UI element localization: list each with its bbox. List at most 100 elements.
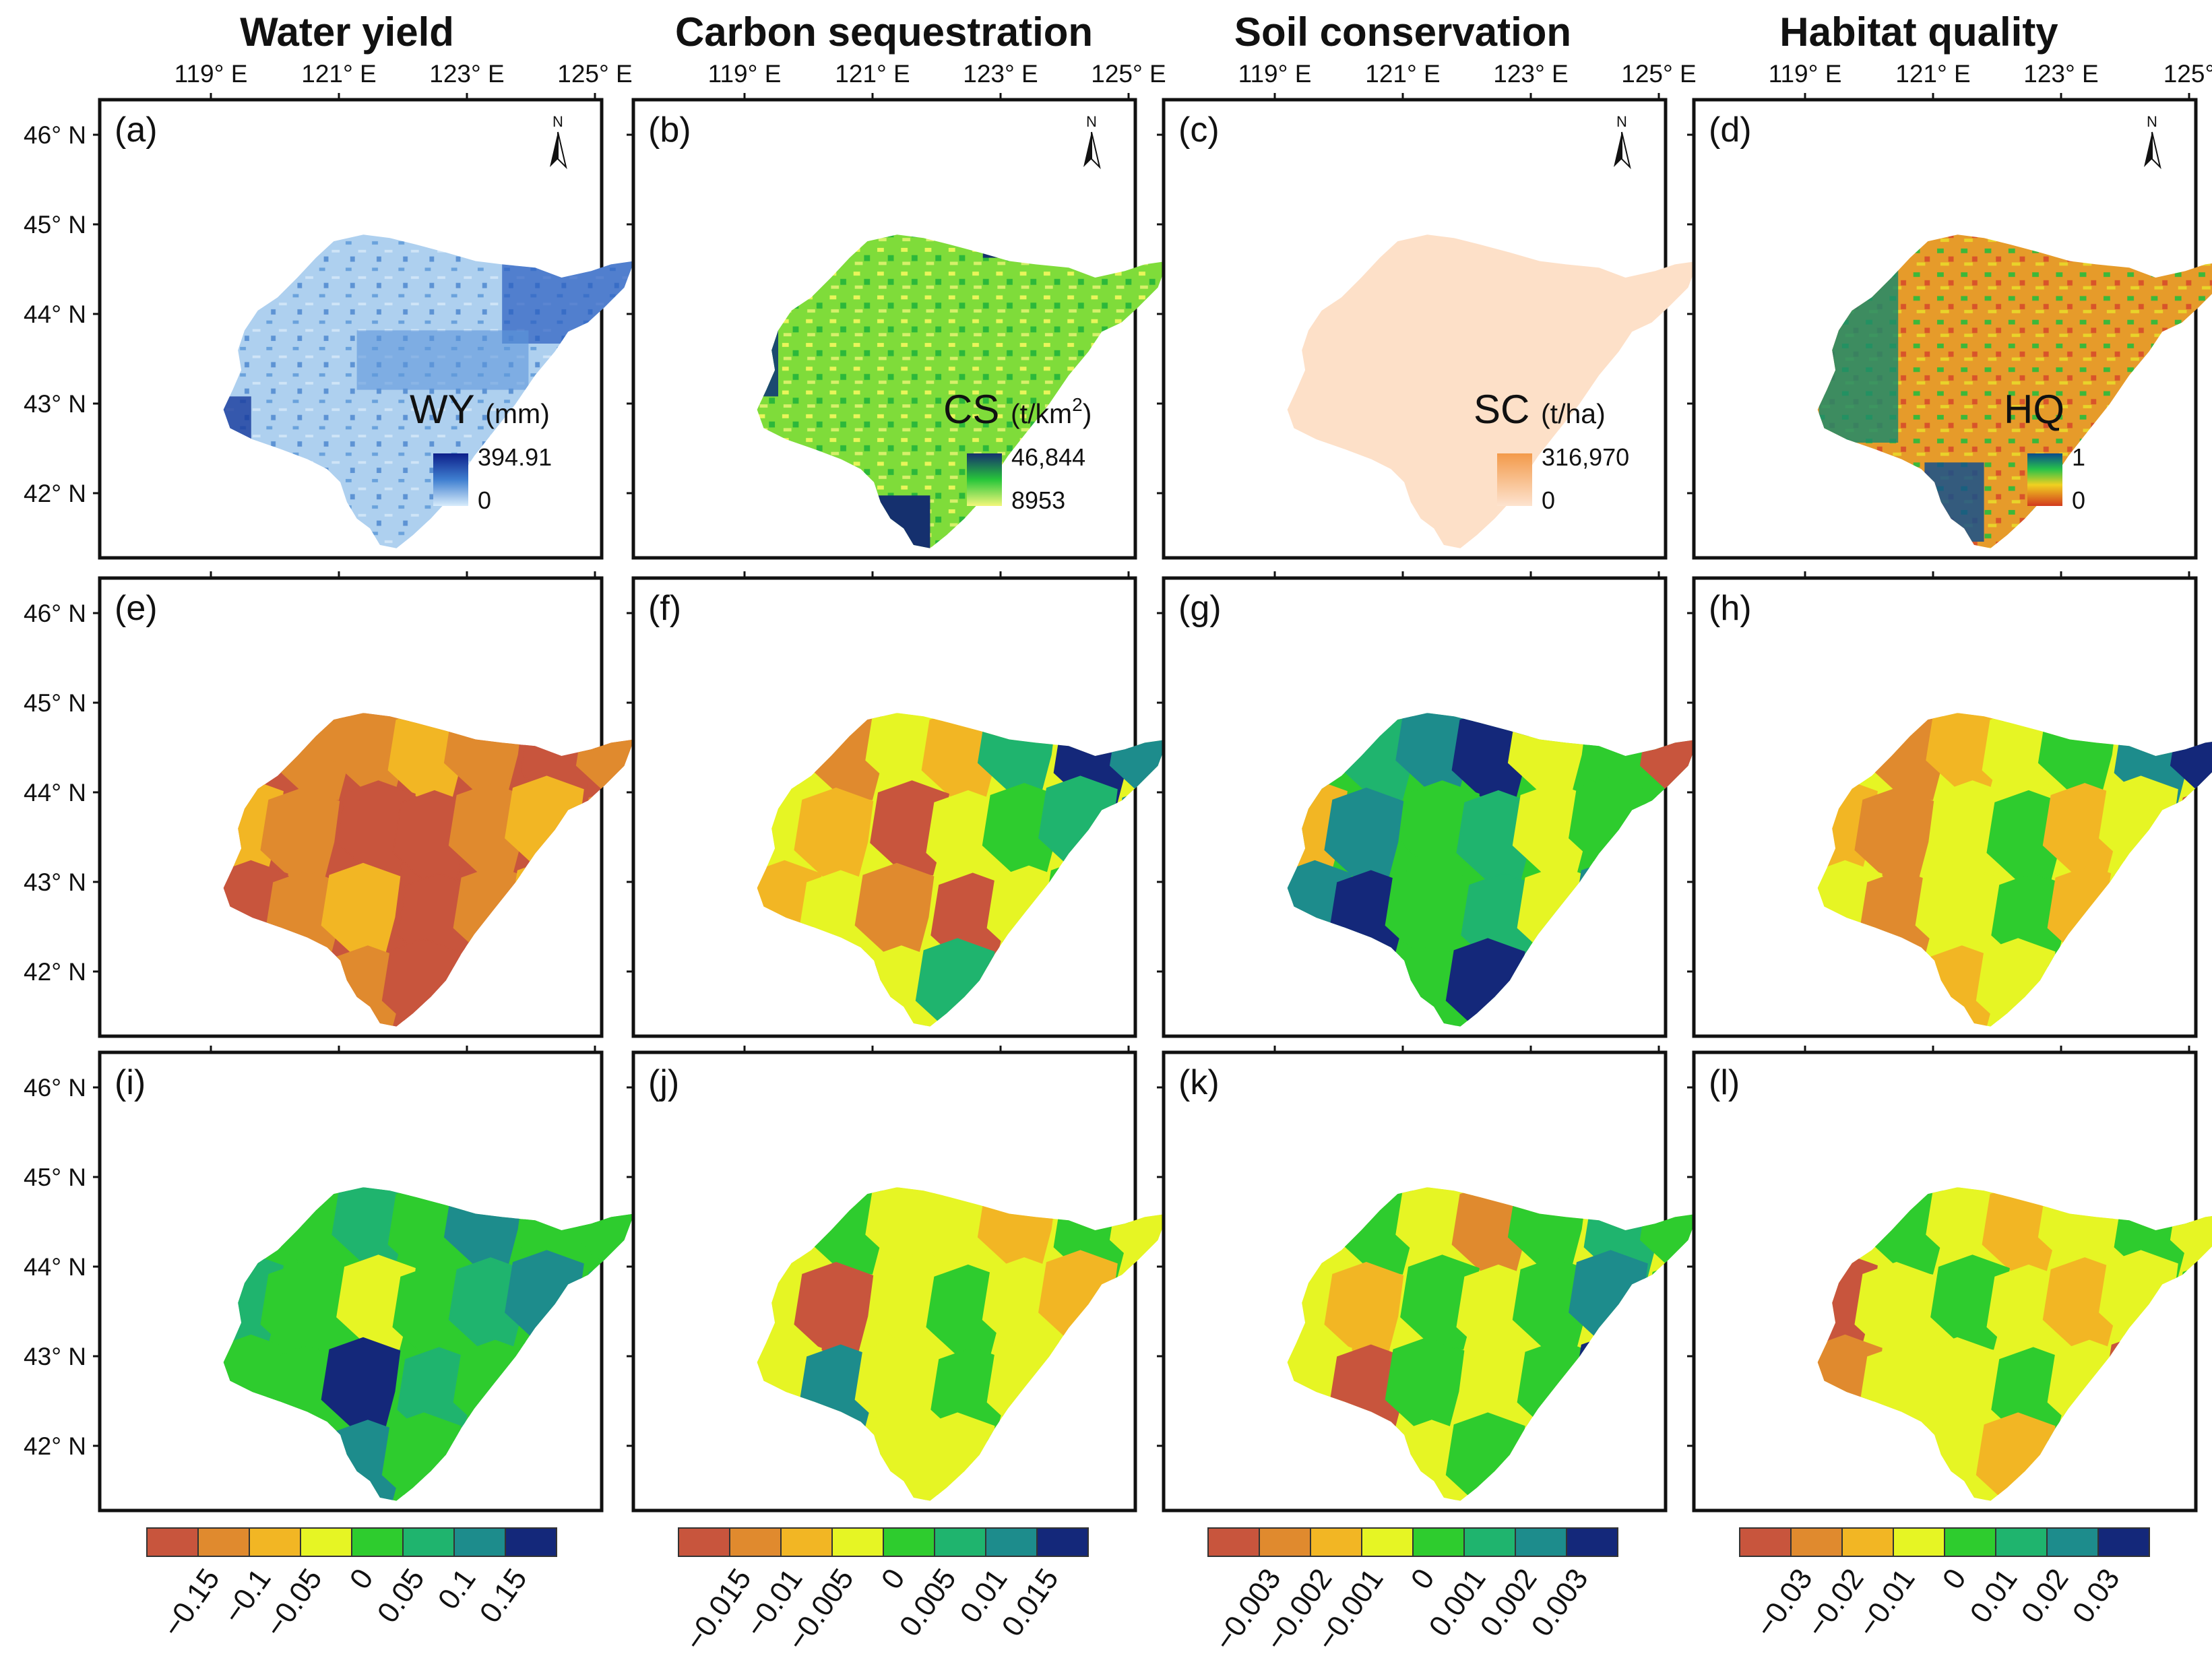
watershed-zone	[1986, 1264, 2066, 1360]
colorbar-tick-label: 0	[1405, 1563, 1441, 1595]
watershed-zone	[921, 1187, 1001, 1277]
watershed-zone	[1456, 790, 1536, 886]
colorbar-tick-label: 0	[875, 1563, 912, 1595]
map-panel: (j)	[627, 1046, 1168, 1513]
watershed-zone	[2042, 1257, 2122, 1353]
colorbar-swatch	[146, 1527, 199, 1557]
colorbar-tick-label: 0.15	[473, 1563, 533, 1629]
panel-label: (e)	[115, 589, 158, 628]
watershed-zone	[1324, 787, 1404, 883]
north-arrow-letter: N	[2147, 113, 2157, 130]
longitude-label: 121° E	[1365, 60, 1441, 88]
map-panel: (a) N WY (mm) 394.91 0	[93, 93, 635, 560]
colorbar-swatch	[1036, 1527, 1089, 1557]
class-colorbar: −0.15−0.1−0.05 00.05 0.10.15	[146, 1527, 557, 1643]
panel-label: (f)	[648, 589, 681, 628]
legend-min: 0	[478, 486, 491, 514]
watershed-zone	[1451, 713, 1531, 803]
legend-unit-sup: 2	[1072, 394, 1083, 415]
watershed-zone	[1512, 1257, 1592, 1353]
latitude-label: 44° N	[24, 1253, 86, 1281]
watershed-zone	[854, 1337, 935, 1433]
watershed-zone	[1982, 1187, 2062, 1277]
legend-gradient	[433, 453, 468, 506]
legend-min: 8953	[1011, 486, 1065, 514]
watershed-zone	[1854, 787, 1934, 883]
watershed-zone	[260, 787, 340, 883]
latitude-label: 44° N	[24, 300, 86, 328]
north-arrow-icon: N	[1614, 113, 1631, 170]
colorbar-tick-label: 0	[344, 1563, 380, 1595]
longitude-label: 123° E	[963, 60, 1038, 88]
watershed-zone	[1915, 862, 1995, 959]
legend-unit: (mm)	[485, 398, 550, 429]
longitude-label: 119° E	[708, 60, 782, 88]
colorbar-tick-label: −0.01	[1852, 1563, 1922, 1643]
longitude-label: 123° E	[429, 60, 505, 88]
colorbar-swatch	[780, 1527, 833, 1557]
watershed-zone	[321, 862, 401, 959]
latitude-label: 42° N	[24, 958, 86, 986]
latitude-label: 44° N	[24, 779, 86, 806]
legend-max: 1	[2072, 443, 2085, 471]
legend-unit: (t/ha)	[1541, 398, 1606, 429]
watershed-zone	[921, 713, 1001, 803]
column-title: Carbon sequestration	[675, 9, 1093, 55]
panel-label: (c)	[1178, 110, 1220, 150]
colorbar-swatch	[934, 1527, 986, 1557]
longitude-label: 119° E	[175, 60, 248, 88]
colorbar-tick-label: 0.02	[2015, 1563, 2075, 1629]
colorbar-tick-label: 0.03	[2066, 1563, 2126, 1629]
map-panel: (d) N HQ 1 0	[1687, 93, 2212, 560]
north-arrow-icon: N	[1083, 113, 1101, 170]
colorbar-tick-label: −0.03	[1749, 1563, 1819, 1643]
colorbar-swatch	[1566, 1527, 1618, 1557]
colorbar-tick-label: −0.05	[259, 1563, 329, 1643]
watershed-zone	[1512, 783, 1592, 879]
latitude-label: 45° N	[24, 1164, 86, 1191]
latitude-label: 45° N	[24, 211, 86, 238]
colorbar-swatch	[1463, 1527, 1516, 1557]
latitude-label: 43° N	[24, 390, 86, 418]
watershed-zone	[982, 1257, 1062, 1353]
colorbar-swatch	[402, 1527, 455, 1557]
watershed-zone	[260, 1261, 340, 1358]
watershed-zone	[448, 783, 528, 879]
watershed-zone	[794, 787, 874, 883]
colorbar-swatch	[1310, 1527, 1362, 1557]
legend-gradient	[967, 453, 1002, 506]
colorbar-tick-label: 0.01	[1963, 1563, 2023, 1629]
column-title: Water yield	[240, 9, 454, 55]
latitude-label: 43° N	[24, 1343, 86, 1370]
colorbar-swatch	[1893, 1527, 1945, 1557]
latitude-label: 46° N	[24, 121, 86, 149]
colorbar-tick-label: 0.005	[893, 1563, 962, 1643]
watershed-zone	[854, 862, 935, 959]
watershed-zone	[1915, 1337, 1995, 1433]
watershed-zone	[1385, 862, 1465, 959]
watershed-zone	[1986, 790, 2066, 886]
longitude-label: 125° E	[557, 60, 633, 88]
panel-label: (l)	[1709, 1063, 1740, 1102]
watershed-zone	[392, 1264, 472, 1360]
column-title: Habitat quality	[1779, 9, 2058, 55]
watershed-zone	[1982, 713, 2062, 803]
legend-gradient	[2027, 453, 2062, 506]
watershed-zone	[387, 713, 468, 803]
colorbar-swatch	[1207, 1527, 1260, 1557]
watershed-zone	[1324, 1261, 1404, 1358]
legend-unit: (t/km	[1011, 398, 1072, 429]
watershed-zone	[926, 1264, 1006, 1360]
watershed-zone	[982, 783, 1062, 879]
north-arrow-letter: N	[1616, 113, 1627, 130]
colorbar-tick-label: 0.015	[995, 1563, 1065, 1643]
value-legend: HQ 1 0	[2004, 387, 2085, 514]
legend-variable: HQ	[2004, 387, 2064, 432]
colorbar-swatch	[985, 1527, 1038, 1557]
colorbar-tick-label: 0	[1936, 1563, 1973, 1595]
latitude-label: 42° N	[24, 1432, 86, 1460]
colorbar-swatch	[1515, 1527, 1567, 1557]
colorbar-swatch	[1412, 1527, 1465, 1557]
